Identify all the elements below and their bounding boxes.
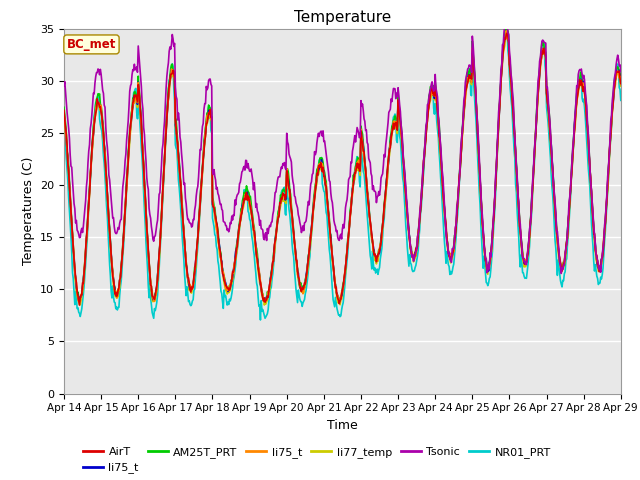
X-axis label: Time: Time	[327, 419, 358, 432]
Title: Temperature: Temperature	[294, 10, 391, 25]
Y-axis label: Temperatures (C): Temperatures (C)	[22, 157, 35, 265]
Text: BC_met: BC_met	[67, 38, 116, 51]
Legend: AirT, li75_t, AM25T_PRT, li75_t, li77_temp, Tsonic, NR01_PRT: AirT, li75_t, AM25T_PRT, li75_t, li77_te…	[81, 444, 553, 476]
